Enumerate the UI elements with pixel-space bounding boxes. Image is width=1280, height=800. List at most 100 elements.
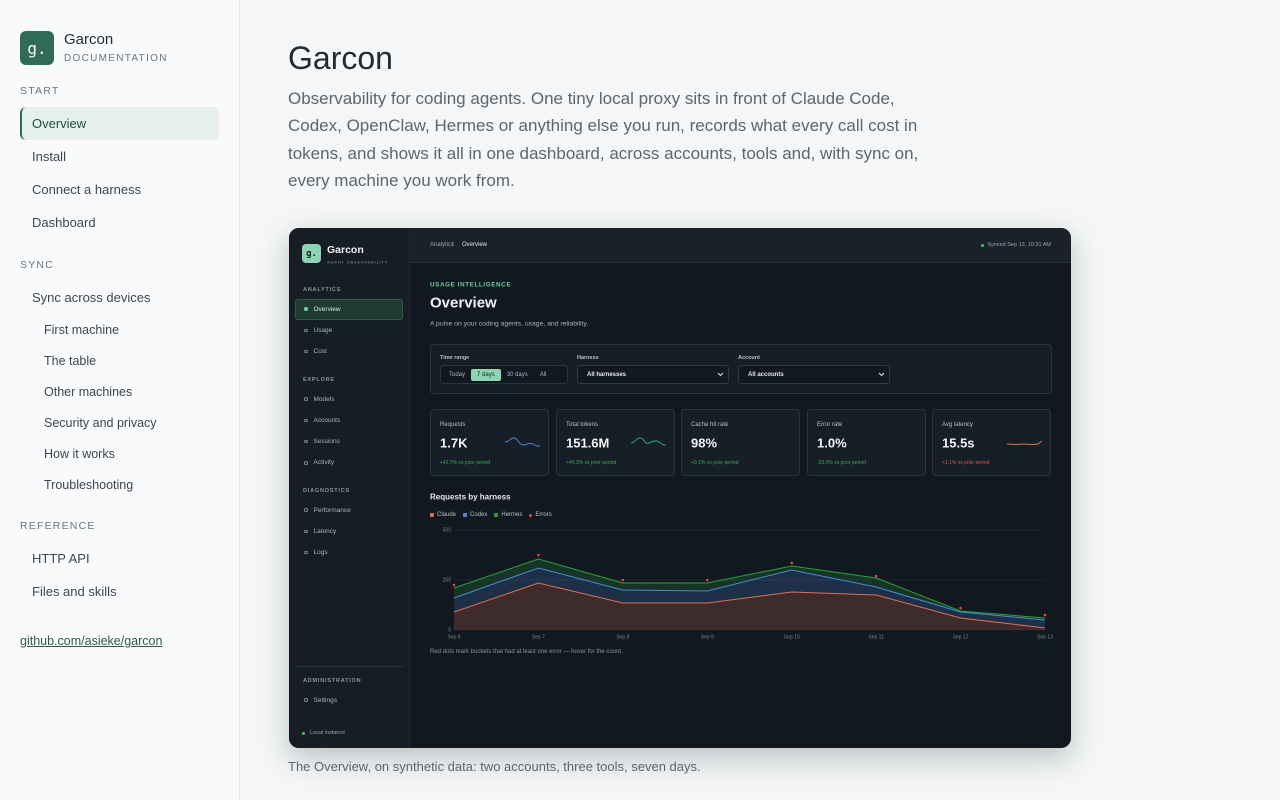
segment-option[interactable]: All (539, 371, 547, 378)
dashboard-topbar: Analytics / Overview Synced Sep 13, 10:31 A… (410, 228, 1071, 263)
line (453, 582, 1046, 629)
eyebrow: USAGE INTELLIGENCE (430, 281, 512, 289)
error-dot (621, 578, 625, 582)
nav-item[interactable]: Settings (295, 690, 403, 711)
kpi-card: Total tokens 151.6M +49.3% vs prior period (556, 409, 675, 476)
sync-status: Synced Sep 13, 10:31 AM (981, 242, 1051, 248)
nav-item[interactable]: Usage (295, 320, 403, 341)
docs-brand: g. Garcon DOCUMENTATION (20, 31, 219, 65)
nav-item[interactable]: Logs (295, 542, 403, 563)
chevron (878, 372, 885, 377)
brand-name: Garcon (64, 30, 114, 48)
dashboard-name: Garcon (327, 244, 364, 256)
kpi-label: Error rate (817, 422, 843, 428)
nav-label: Accounts (313, 416, 341, 424)
chart: 0 250 500 Sep 6 Sep 7 Sep 8 Sep 9 Sep 10 Sep 11 S… (443, 527, 1053, 640)
dashboard-tagline: AGENT OBSERVABILITY (327, 259, 389, 265)
nav-label: Usage (313, 326, 333, 334)
nav-link[interactable]: Overview (20, 107, 219, 140)
nav-item[interactable]: Performance (295, 500, 403, 521)
legend-item[interactable]: Hermes (494, 512, 522, 518)
nav-item[interactable]: Activity (295, 452, 403, 473)
repo-link[interactable]: github.com/asieke/garcon (20, 634, 163, 648)
nav-item[interactable]: Overview (295, 298, 403, 320)
logo: g. (20, 31, 54, 65)
nav-link[interactable]: Install (32, 149, 66, 164)
nav-link[interactable]: Files and skills (32, 584, 117, 599)
select[interactable]: All harnesses (577, 365, 729, 384)
kpi-value: 98% (691, 435, 718, 451)
select-value: All harnesses (587, 371, 627, 378)
nav-item[interactable]: Accounts (295, 410, 403, 431)
chevron-path (717, 372, 724, 377)
filter-panel: Time range Today 7 days 30 days All Harness Al… (430, 344, 1052, 394)
error-dot (959, 606, 962, 610)
nav-item[interactable]: Cost (295, 341, 403, 362)
nav-link[interactable]: HTTP API (32, 551, 90, 566)
nav-label: Latency (313, 527, 337, 535)
legend-label: Claude (437, 512, 457, 518)
nav-label: Overview (313, 305, 341, 313)
nav-bullet (304, 418, 308, 423)
x-tick-label: Sep 6 (447, 634, 460, 640)
nav-bullet (304, 529, 308, 534)
nav-link[interactable]: Other machines (44, 384, 133, 399)
nav-link[interactable]: Sync across devices (32, 290, 151, 305)
legend-swatch (430, 513, 434, 517)
kpi-card: Requests 1.7K +42.7% vs prior period (430, 409, 549, 476)
y-tick-label: 0 (448, 627, 451, 633)
nav-link[interactable]: How it works (44, 446, 115, 461)
sparkline-path (1006, 440, 1043, 446)
error-dot (790, 561, 794, 565)
nav-section: REFERENCE HTTP API Files and skills (20, 519, 219, 608)
line (453, 567, 1046, 621)
legend-item[interactable]: Codex (463, 512, 487, 518)
nav-bullet (304, 550, 308, 555)
nav-section-title: ADMINISTRATION (303, 678, 362, 684)
nav-link[interactable]: The table (44, 353, 97, 368)
dashboard-screenshot: g. Garcon AGENT OBSERVABILITY ANALYTICS Ove… (289, 228, 1071, 748)
docs-nav: START Overview Install Connect a harness Das… (20, 84, 219, 608)
select[interactable]: All accounts (738, 365, 890, 384)
segment-option[interactable]: 7 days (471, 368, 501, 381)
legend-label: Hermes (501, 512, 523, 518)
nav-section-title: DIAGNOSTICS (303, 488, 350, 494)
kpi-label: Avg latency (942, 422, 973, 428)
legend-item[interactable]: Errors (529, 512, 552, 518)
chart-note: Red dots mark buckets that had at least … (430, 649, 623, 655)
nav-link[interactable]: Security and privacy (44, 415, 157, 430)
nav-label: Sessions (313, 438, 340, 446)
kpi-label: Cache hit rate (691, 422, 729, 428)
sparkline (630, 437, 667, 446)
kpi-value: 15.5s (942, 435, 975, 451)
breadcrumb-item[interactable]: Analytics (430, 242, 455, 248)
line (453, 558, 1046, 619)
chevron-path (878, 372, 885, 377)
article-title: Garcon (288, 40, 393, 76)
breadcrumb-item: Overview (462, 242, 488, 248)
kpi-delta: -20.0% vs prior period (817, 460, 866, 466)
nav-link[interactable]: Troubleshooting (44, 477, 134, 492)
segmented-control: Today 7 days 30 days All (440, 365, 568, 384)
nav-label: Settings (313, 696, 338, 704)
segment-option[interactable]: Today (449, 371, 466, 378)
nav-item[interactable]: Latency (295, 521, 403, 542)
kpi-label: Total tokens (566, 422, 599, 428)
legend-item[interactable]: Claude (430, 512, 456, 518)
x-tick-label: Sep 13 (1037, 634, 1053, 640)
nav-link[interactable]: Connect a harness (32, 182, 142, 197)
kpi-delta: +1.1% vs prior period (942, 460, 990, 466)
nav-item[interactable]: Models (295, 389, 403, 410)
kpi-delta: +49.3% vs prior period (566, 460, 617, 466)
sparkline (504, 437, 541, 447)
y-tick-label: 500 (443, 527, 452, 533)
nav-bullet (304, 439, 308, 444)
dashboard-logo: g. (302, 244, 321, 263)
nav-link[interactable]: First machine (44, 322, 120, 337)
nav-item[interactable]: Sessions (295, 431, 403, 452)
sparkline-path (630, 437, 667, 446)
segment-option[interactable]: 30 days (506, 371, 528, 378)
nav-link[interactable]: Dashboard (32, 215, 96, 230)
sync-text: Synced Sep 13, 10:31 AM (987, 242, 1051, 248)
